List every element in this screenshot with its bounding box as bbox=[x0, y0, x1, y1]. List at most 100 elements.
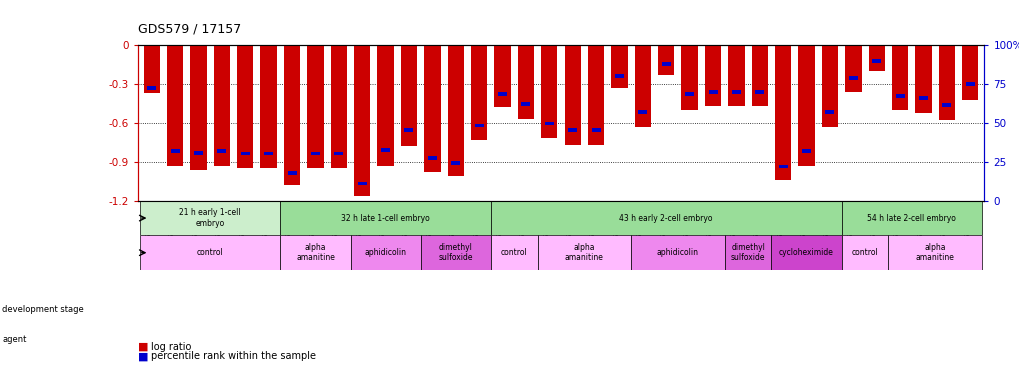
Bar bbox=[424, 45, 440, 172]
Bar bbox=[541, 45, 557, 138]
Bar bbox=[537, 236, 631, 270]
Text: dimethyl
sulfoxide: dimethyl sulfoxide bbox=[731, 243, 764, 262]
Text: percentile rank within the sample: percentile rank within the sample bbox=[151, 351, 316, 361]
Bar bbox=[330, 45, 346, 168]
Text: control: control bbox=[197, 248, 223, 257]
Bar bbox=[774, 45, 791, 180]
Bar bbox=[587, 45, 603, 145]
Text: control: control bbox=[851, 248, 877, 257]
Bar bbox=[450, 161, 460, 165]
Bar bbox=[518, 45, 534, 119]
Bar bbox=[568, 128, 577, 132]
Text: 54 h late 2-cell embryo: 54 h late 2-cell embryo bbox=[866, 214, 955, 223]
Bar bbox=[965, 82, 974, 86]
Text: dimethyl
sulfoxide: dimethyl sulfoxide bbox=[438, 243, 473, 262]
Bar bbox=[377, 45, 393, 166]
Bar bbox=[405, 128, 413, 132]
Bar bbox=[961, 45, 977, 99]
Bar bbox=[845, 45, 861, 92]
Bar bbox=[942, 103, 951, 107]
Bar bbox=[895, 94, 904, 98]
Bar bbox=[723, 236, 770, 270]
Bar bbox=[354, 45, 370, 196]
Text: alpha
amanitine: alpha amanitine bbox=[296, 243, 334, 262]
Text: aphidicolin: aphidicolin bbox=[364, 248, 407, 257]
Bar bbox=[144, 45, 160, 93]
Bar bbox=[564, 45, 580, 145]
Bar bbox=[824, 110, 834, 114]
Bar bbox=[471, 45, 487, 140]
Bar bbox=[283, 45, 300, 185]
Bar bbox=[918, 96, 927, 100]
Bar bbox=[490, 236, 537, 270]
Bar bbox=[638, 110, 647, 114]
Bar bbox=[311, 152, 320, 156]
Bar bbox=[140, 236, 280, 270]
Bar bbox=[521, 102, 530, 106]
Bar bbox=[914, 45, 930, 112]
Bar bbox=[937, 45, 954, 120]
Bar bbox=[236, 45, 253, 168]
Bar bbox=[751, 45, 767, 106]
Bar bbox=[494, 45, 511, 107]
Bar bbox=[631, 236, 723, 270]
Bar bbox=[798, 45, 814, 166]
Text: alpha
amanitine: alpha amanitine bbox=[915, 243, 954, 262]
Bar bbox=[167, 45, 183, 166]
Bar bbox=[214, 45, 230, 166]
Bar bbox=[217, 149, 226, 153]
Bar bbox=[474, 124, 483, 128]
Text: ■: ■ bbox=[138, 342, 152, 352]
Bar bbox=[681, 45, 697, 110]
Bar bbox=[770, 236, 841, 270]
Bar bbox=[777, 165, 787, 168]
Bar bbox=[351, 236, 420, 270]
Bar bbox=[891, 45, 907, 110]
Bar bbox=[420, 236, 490, 270]
Text: ■: ■ bbox=[138, 351, 152, 361]
Text: 32 h late 1-cell embryo: 32 h late 1-cell embryo bbox=[341, 214, 430, 223]
Bar bbox=[591, 128, 600, 132]
Bar bbox=[871, 58, 880, 63]
Bar bbox=[170, 149, 179, 153]
Bar bbox=[728, 45, 744, 106]
Bar bbox=[287, 171, 297, 174]
Bar bbox=[801, 149, 810, 153]
Bar bbox=[657, 45, 674, 75]
Bar bbox=[610, 45, 627, 88]
Bar bbox=[661, 62, 671, 66]
Text: 43 h early 2-cell embryo: 43 h early 2-cell embryo bbox=[619, 214, 712, 223]
Bar bbox=[497, 92, 506, 96]
Bar bbox=[307, 45, 323, 168]
Text: agent: agent bbox=[2, 335, 26, 344]
Text: control: control bbox=[500, 248, 527, 257]
Bar bbox=[685, 92, 694, 96]
Text: development stage: development stage bbox=[2, 305, 84, 314]
Bar bbox=[732, 90, 740, 94]
Bar bbox=[147, 86, 156, 90]
Bar bbox=[754, 90, 763, 94]
Bar bbox=[191, 45, 207, 170]
Bar bbox=[841, 236, 888, 270]
Text: GDS579 / 17157: GDS579 / 17157 bbox=[138, 22, 240, 36]
Bar bbox=[400, 45, 417, 146]
Bar bbox=[280, 201, 490, 236]
Bar bbox=[868, 45, 884, 71]
Bar bbox=[821, 45, 838, 127]
Text: aphidicolin: aphidicolin bbox=[656, 248, 698, 257]
Text: alpha
amanitine: alpha amanitine bbox=[565, 243, 603, 262]
Bar bbox=[614, 74, 624, 78]
Bar bbox=[634, 45, 650, 127]
Text: 21 h early 1-cell
embryo: 21 h early 1-cell embryo bbox=[179, 209, 240, 228]
Bar bbox=[260, 45, 276, 168]
Bar bbox=[264, 152, 273, 156]
Bar bbox=[544, 122, 553, 126]
Bar bbox=[708, 90, 716, 94]
Bar bbox=[447, 45, 464, 176]
Bar bbox=[427, 156, 436, 160]
Bar bbox=[194, 152, 203, 155]
Bar bbox=[280, 236, 351, 270]
Bar bbox=[334, 152, 343, 156]
Bar bbox=[704, 45, 720, 106]
Bar bbox=[490, 201, 841, 236]
